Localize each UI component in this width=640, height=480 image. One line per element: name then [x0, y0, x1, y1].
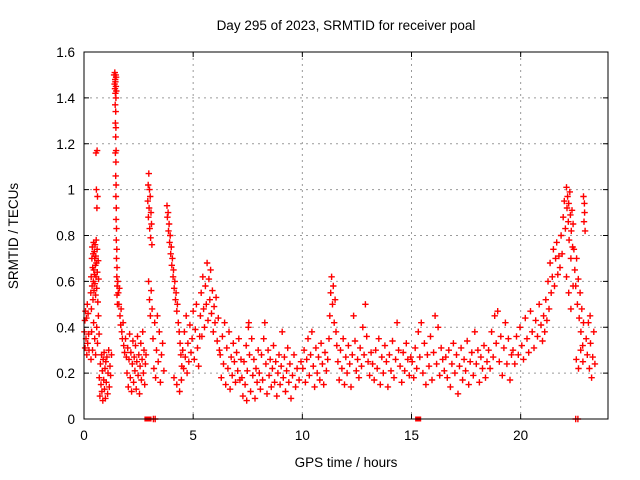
- y-tick-label: 1.6: [56, 45, 75, 60]
- x-axis-label: GPS time / hours: [295, 455, 398, 470]
- x-tick-label: 15: [404, 428, 419, 443]
- y-tick-label: 0.6: [56, 274, 75, 289]
- y-tick-label: 1.4: [56, 91, 75, 106]
- chart-title: Day 295 of 2023, SRMTID for receiver poa…: [217, 18, 476, 33]
- tick-labels: 0 5 10 15 20 0 0.2 0.4 0.6 0.8 1 1.2 1.4 1.6: [56, 45, 528, 443]
- y-tick-label: 1.2: [56, 137, 75, 152]
- y-tick-label: 0.4: [56, 320, 75, 335]
- x-tick-label: 10: [295, 428, 310, 443]
- x-tick-label: 5: [189, 428, 197, 443]
- y-tick-label: 0.8: [56, 229, 75, 244]
- x-tick-label: 0: [80, 428, 88, 443]
- y-tick-label: 0.2: [56, 366, 75, 381]
- plot-frame: [83, 51, 609, 420]
- y-axis-label: SRMTID / TECUs: [6, 183, 21, 290]
- gridlines: [84, 52, 608, 419]
- y-tick-label: 1: [67, 183, 75, 198]
- y-tick-label: 0: [67, 412, 75, 427]
- x-tick-label: 20: [513, 428, 528, 443]
